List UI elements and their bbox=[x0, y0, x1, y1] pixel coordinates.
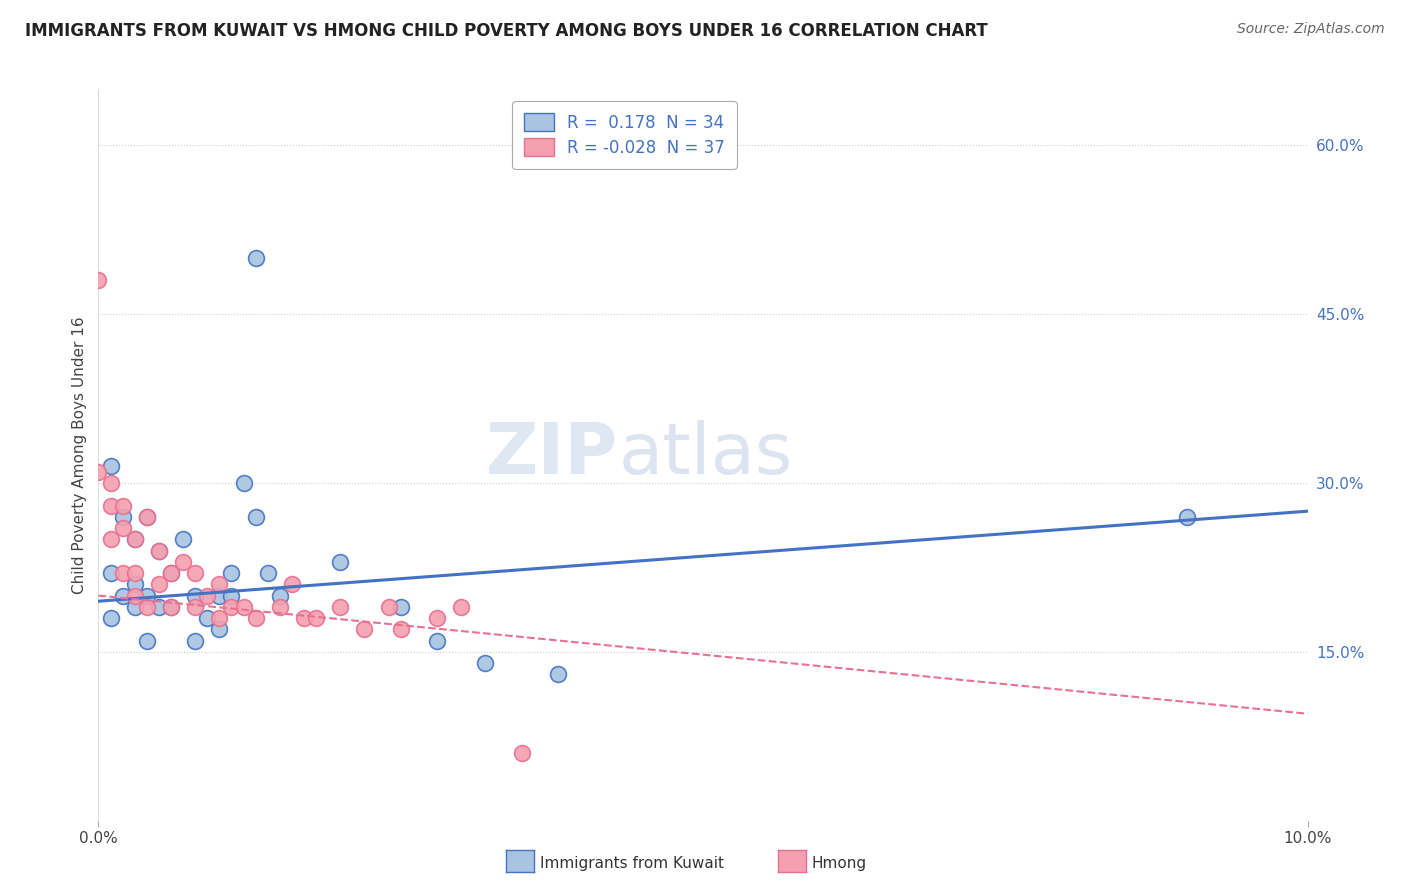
Point bbox=[135, 509, 157, 524]
Point bbox=[245, 509, 267, 524]
Point bbox=[208, 577, 231, 591]
Point bbox=[208, 623, 231, 637]
Point bbox=[269, 589, 291, 603]
Point bbox=[377, 599, 399, 614]
Point bbox=[389, 599, 412, 614]
Point bbox=[148, 543, 170, 558]
Point bbox=[208, 611, 231, 625]
Point bbox=[111, 566, 134, 580]
Point bbox=[160, 599, 183, 614]
Point bbox=[184, 633, 207, 648]
Point bbox=[232, 476, 254, 491]
Point bbox=[474, 656, 496, 670]
Point bbox=[111, 509, 134, 524]
Y-axis label: Child Poverty Among Boys Under 16: Child Poverty Among Boys Under 16 bbox=[72, 316, 87, 594]
Point bbox=[160, 566, 183, 580]
Point bbox=[184, 589, 207, 603]
Point bbox=[124, 599, 146, 614]
Point bbox=[184, 566, 207, 580]
Point bbox=[111, 589, 134, 603]
Point bbox=[148, 577, 170, 591]
Point bbox=[124, 533, 146, 547]
Text: Source: ZipAtlas.com: Source: ZipAtlas.com bbox=[1237, 22, 1385, 37]
Point bbox=[245, 611, 267, 625]
Point bbox=[135, 633, 157, 648]
Point bbox=[124, 589, 146, 603]
Point bbox=[389, 623, 412, 637]
Text: IMMIGRANTS FROM KUWAIT VS HMONG CHILD POVERTY AMONG BOYS UNDER 16 CORRELATION CH: IMMIGRANTS FROM KUWAIT VS HMONG CHILD PO… bbox=[25, 22, 988, 40]
Point bbox=[148, 543, 170, 558]
Point bbox=[269, 599, 291, 614]
Point bbox=[195, 611, 218, 625]
Point bbox=[100, 476, 122, 491]
Point bbox=[124, 577, 146, 591]
Point bbox=[135, 509, 157, 524]
Point bbox=[135, 599, 157, 614]
Point bbox=[353, 623, 375, 637]
Point bbox=[100, 533, 122, 547]
Point bbox=[426, 611, 449, 625]
Point bbox=[100, 566, 122, 580]
Text: ZIP: ZIP bbox=[486, 420, 619, 490]
Point bbox=[329, 599, 352, 614]
Point bbox=[87, 465, 110, 479]
Point bbox=[1175, 509, 1198, 524]
Point bbox=[221, 599, 243, 614]
Point bbox=[232, 599, 254, 614]
Point bbox=[426, 633, 449, 648]
Point bbox=[184, 599, 207, 614]
Point bbox=[510, 746, 533, 760]
Point bbox=[195, 589, 218, 603]
Point bbox=[160, 566, 183, 580]
Point bbox=[87, 273, 110, 287]
Legend: R =  0.178  N = 34, R = -0.028  N = 37: R = 0.178 N = 34, R = -0.028 N = 37 bbox=[512, 101, 737, 169]
Point bbox=[547, 667, 569, 681]
Text: Immigrants from Kuwait: Immigrants from Kuwait bbox=[540, 855, 724, 871]
Point bbox=[172, 533, 194, 547]
Point bbox=[292, 611, 315, 625]
Point bbox=[111, 499, 134, 513]
Point bbox=[124, 566, 146, 580]
Text: atlas: atlas bbox=[619, 420, 793, 490]
Point bbox=[135, 589, 157, 603]
Point bbox=[100, 459, 122, 474]
Point bbox=[172, 555, 194, 569]
Point bbox=[256, 566, 278, 580]
Point bbox=[100, 499, 122, 513]
Point bbox=[148, 599, 170, 614]
Point bbox=[111, 521, 134, 535]
Point bbox=[100, 611, 122, 625]
Text: Hmong: Hmong bbox=[811, 855, 866, 871]
Point bbox=[221, 566, 243, 580]
Point bbox=[124, 533, 146, 547]
Point bbox=[305, 611, 328, 625]
Point bbox=[329, 555, 352, 569]
Point bbox=[221, 589, 243, 603]
Point bbox=[245, 251, 267, 265]
Point bbox=[281, 577, 304, 591]
Point bbox=[160, 599, 183, 614]
Point bbox=[208, 589, 231, 603]
Point bbox=[450, 599, 472, 614]
